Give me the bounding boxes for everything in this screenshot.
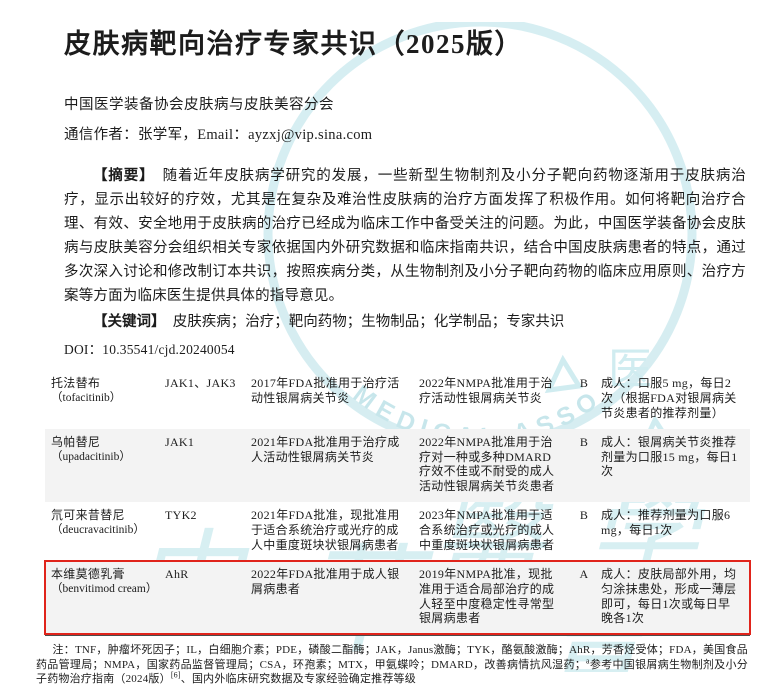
fda-approval-cell: 2021年FDA批准用于治疗成人活动性银屑病关节炎 xyxy=(251,434,400,464)
table-row-benvitimod-highlighted: 本维莫德乳膏 （benvitimod cream） AhR 2022年FDA批准… xyxy=(44,559,751,636)
nmpa-approval-cell: 2022年NMPA批准用于治疗活动性银屑病关节炎 xyxy=(419,376,553,405)
fda-approval-cell: 2022年FDA批准用于成人银屑病患者 xyxy=(251,566,400,596)
page-title: 皮肤病靶向治疗专家共识（2025版） xyxy=(64,29,523,59)
drug-name-en: （upadacitinib） xyxy=(51,450,131,463)
target-cell: TYK2 xyxy=(165,508,197,523)
nmpa-approval-cell: 2019年NMPA批准，现批准用于适合局部治疗的成人轻至中度稳定性寻常型银屑病患… xyxy=(419,566,555,626)
footnote-tail: 、国内外临床研究数据及专家经验确定推荐等级 xyxy=(180,673,416,686)
nmpa-approval-cell: 2022年NMPA批准用于治疗对一种或多种DMARD疗效不佳或不耐受的成人活动性… xyxy=(419,434,555,494)
table-row-tofacitinib: 托法替布 （tofacitinib） JAK1、JAK3 2017年FDA批准用… xyxy=(45,370,750,429)
table-row-deucravacitinib: 氘可来昔替尼 （deucravacitinib） TYK2 2021年FDA批准… xyxy=(45,502,750,561)
keywords-line: 【关键词】 皮肤疾病；治疗；靶向药物；生物制品；化学制品；专家共识 xyxy=(64,310,746,334)
nmpa-approval-cell: 2023年NMPA批准用于适合系统治疗或光疗的成人中重度斑块状银屑病患者 xyxy=(419,508,555,552)
drug-name-en: （deucravacitinib） xyxy=(51,524,145,536)
drug-name-cn: 托法替布 xyxy=(51,376,101,390)
drug-table: 托法替布 （tofacitinib） JAK1、JAK3 2017年FDA批准用… xyxy=(44,370,751,637)
drug-name-cell: 乌帕替尼 （upadacitinib） xyxy=(51,435,165,464)
dosage-cell: 成人：口服5 mg，每日2次（根据FDA对银屑病关节炎患者的推荐剂量） xyxy=(601,376,737,420)
fda-approval-cell: 2021年FDA批准，现批准用于适合系统治疗或光疗的成人中重度斑块状银屑病患者 xyxy=(251,508,400,552)
corresponding-author: 通信作者：张学军，Email：ayzxj@vip.sina.com xyxy=(64,127,373,143)
grade-cell: A xyxy=(579,566,589,581)
keywords-label: 【关键词】 xyxy=(93,314,166,330)
fda-approval-cell: 2017年FDA批准用于治疗活动性银屑病关节炎 xyxy=(251,376,400,405)
target-cell: AhR xyxy=(165,566,189,581)
drug-name-cell: 托法替布 （tofacitinib） xyxy=(51,376,165,405)
dosage-cell: 成人：银屑病关节炎推荐剂量为口服15 mg，每日1次 xyxy=(601,434,738,479)
abstract-label: 【摘要】 xyxy=(93,168,155,184)
article-page: 皮肤病靶向治疗专家共识（2025版） 中国医学装备协会皮肤病与皮肤美容分会 通信… xyxy=(0,22,760,687)
drug-name-cn: 本维莫德乳膏 xyxy=(51,566,125,581)
dosage-cell: 成人：皮肤局部外用，均匀涂抹患处，形成一薄层即可，每日1次或每日早晚各1次 xyxy=(601,566,737,626)
keywords-text: 皮肤疾病；治疗；靶向药物；生物制品；化学制品；专家共识 xyxy=(172,314,565,330)
drug-name-cell: 氘可来昔替尼 （deucravacitinib） xyxy=(51,508,165,537)
grade-cell: B xyxy=(579,376,589,390)
grade-cell: B xyxy=(579,508,589,523)
grade-cell: B xyxy=(579,434,589,449)
drug-name-en: （tofacitinib） xyxy=(51,391,122,404)
abstract-paragraph: 【摘要】 随着近年皮肤病学研究的发展，一些新型生物制剂及小分子靶向药物逐渐用于皮… xyxy=(64,164,746,308)
drug-name-cn: 乌帕替尼 xyxy=(51,434,101,449)
doi: DOI：10.35541/cjd.20240054 xyxy=(64,342,235,357)
abstract-text: 随着近年皮肤病学研究的发展，一些新型生物制剂及小分子靶向药物逐渐用于皮肤病治疗，… xyxy=(64,168,746,304)
target-cell: JAK1 xyxy=(165,434,195,449)
target-cell: JAK1、JAK3 xyxy=(165,376,236,390)
dosage-cell: 成人：推荐剂量为口服6 mg，每日1次 xyxy=(601,508,731,537)
table-row-upadacitinib: 乌帕替尼 （upadacitinib） JAK1 2021年FDA批准用于治疗成… xyxy=(45,428,750,503)
drug-name-cell: 本维莫德乳膏 （benvitimod cream） xyxy=(51,567,165,596)
affiliation: 中国医学装备协会皮肤病与皮肤美容分会 xyxy=(64,97,334,113)
footnote-citation-marker: [6] xyxy=(170,670,181,680)
drug-name-cn: 氘可来昔替尼 xyxy=(51,508,125,523)
drug-name-en: （benvitimod cream） xyxy=(51,582,158,595)
